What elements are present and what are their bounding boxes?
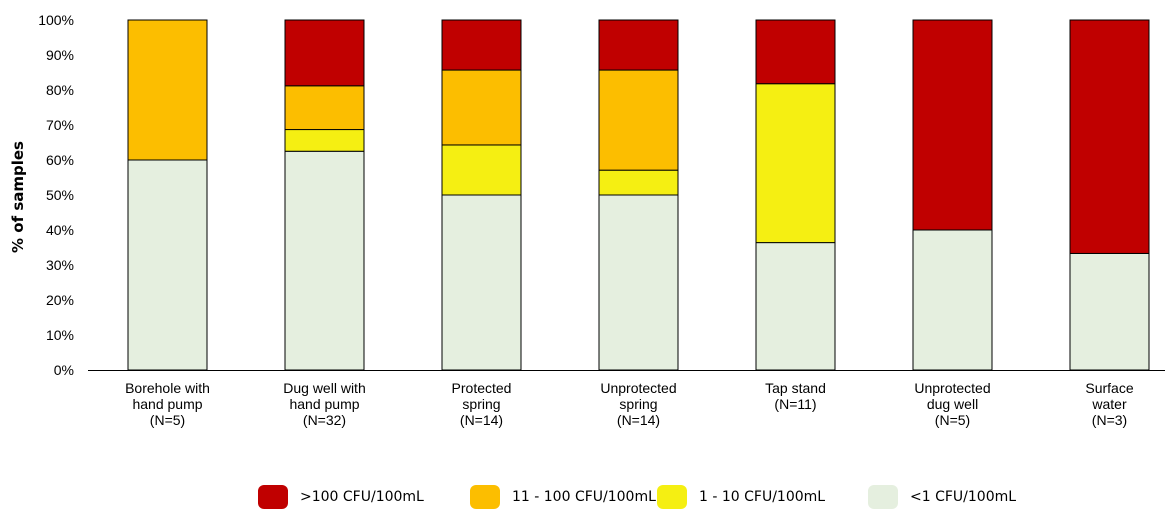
bar-segment — [598, 169, 679, 196]
x-tick-label: Dug well with — [283, 380, 365, 396]
x-tick-label: (N=5) — [935, 412, 970, 428]
bar-segment — [912, 229, 993, 371]
x-tick-label: (N=14) — [460, 412, 503, 428]
bar-segment — [441, 194, 522, 371]
legend-swatch — [868, 485, 898, 509]
legend-swatch — [657, 485, 687, 509]
legend-label: 1 - 10 CFU/100mL — [699, 489, 826, 505]
y-tick-label: 70% — [46, 117, 74, 133]
x-tick-label: Borehole with — [125, 380, 210, 396]
bar-segment — [441, 19, 522, 71]
bar-segment — [284, 19, 365, 87]
bar-segment — [1069, 19, 1150, 254]
y-axis: 0% 10% 20% 30% 40% 50% 60% 70% 80% 90% 100% — [38, 12, 74, 378]
legend-item: 11 - 100 CFU/100mL — [470, 485, 656, 509]
y-tick-label: 50% — [46, 187, 74, 203]
y-tick-label: 40% — [46, 222, 74, 238]
x-tick-label: Unprotected — [600, 380, 676, 396]
bars-layer — [127, 19, 1150, 371]
bar-segment — [127, 19, 208, 161]
y-tick-label: 30% — [46, 257, 74, 273]
legend-label: >100 CFU/100mL — [300, 489, 424, 505]
bar-segment — [284, 129, 365, 152]
y-tick-label: 0% — [54, 362, 74, 378]
y-tick-label: 10% — [46, 327, 74, 343]
y-tick-label: 20% — [46, 292, 74, 308]
bar-segment — [755, 83, 836, 244]
x-tick-label: Unprotected — [914, 380, 990, 396]
x-tick-label: Surface — [1085, 380, 1133, 396]
x-tick-label: spring — [462, 396, 500, 412]
bar-segment — [127, 159, 208, 371]
x-tick-label: Protected — [452, 380, 512, 396]
x-tick-label: (N=3) — [1092, 412, 1127, 428]
bar-segment — [598, 194, 679, 371]
bar-segment — [1069, 252, 1150, 371]
x-tick-label: (N=32) — [303, 412, 346, 428]
x-tick-label: Tap stand — [765, 380, 826, 396]
legend-swatch — [258, 485, 288, 509]
x-tick-label: water — [1091, 396, 1127, 412]
stacked-bar-chart: % of samples 0% 10% 20% 30% 40% 50% 60% 70% 80% 9… — [9, 12, 1165, 428]
bar-segment — [755, 19, 836, 85]
bar-segment — [284, 150, 365, 371]
bar-segment — [598, 19, 679, 71]
legend-item: >100 CFU/100mL — [258, 485, 424, 509]
legend: >100 CFU/100mL 11 - 100 CFU/100mL 1 - 10 C… — [0, 485, 1169, 511]
bar-segment — [441, 144, 522, 196]
x-tick-label: dug well — [927, 396, 978, 412]
bar-segment — [755, 242, 836, 371]
legend-item: 1 - 10 CFU/100mL — [657, 485, 825, 509]
x-tick-label: (N=14) — [617, 412, 660, 428]
y-axis-title: % of samples — [9, 141, 27, 253]
bar-segment — [284, 85, 365, 131]
x-tick-label: (N=11) — [774, 396, 816, 412]
legend-swatch — [470, 485, 500, 509]
y-tick-label: 90% — [46, 47, 74, 63]
bar-segment — [441, 69, 522, 146]
y-tick-label: 80% — [46, 82, 74, 98]
y-tick-label: 60% — [46, 152, 74, 168]
x-tick-label: hand pump — [289, 396, 359, 412]
x-tick-label: (N=5) — [150, 412, 185, 428]
legend-item: <1 CFU/100mL — [868, 485, 1016, 509]
x-tick-label: spring — [619, 396, 657, 412]
bar-segment — [598, 69, 679, 171]
x-tick-label: hand pump — [132, 396, 202, 412]
y-tick-label: 100% — [38, 12, 74, 28]
bar-segment — [912, 19, 993, 231]
legend-label: 11 - 100 CFU/100mL — [512, 489, 656, 505]
legend-label: <1 CFU/100mL — [910, 489, 1017, 505]
